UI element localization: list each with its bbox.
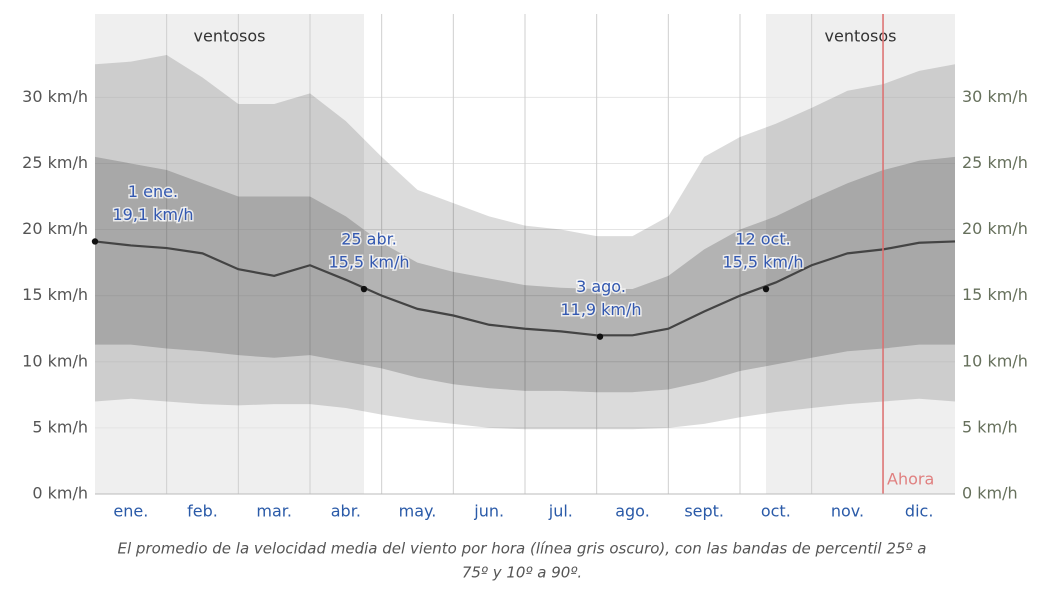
x-tick-label: ene. — [113, 502, 148, 521]
percentile-band — [95, 55, 955, 430]
windy-region — [766, 14, 955, 494]
caption: 75º y 10º a 90º. — [462, 564, 582, 582]
annotation-point — [596, 333, 604, 340]
annotation-value: 19,1 km/h — [112, 205, 193, 224]
annotation-date: 1 ene. — [128, 182, 178, 201]
windy-label: ventosos — [825, 27, 897, 46]
y-tick-label: 20 km/h — [22, 219, 88, 238]
x-tick-label: oct. — [761, 502, 791, 521]
y2-tick-label: 25 km/h — [962, 153, 1028, 172]
annotation-date: 25 abr. — [341, 230, 397, 249]
annotation-point — [91, 238, 99, 245]
y2-tick-label: 0 km/h — [962, 484, 1018, 503]
x-tick-label: dic. — [905, 502, 933, 521]
annotation-value: 11,9 km/h — [560, 300, 641, 319]
now-label: Ahora — [887, 470, 934, 489]
percentile-band — [95, 156, 955, 393]
annotation-date: 3 ago. — [576, 277, 626, 296]
annotation-date: 12 oct. — [735, 230, 790, 249]
y2-tick-label: 30 km/h — [962, 87, 1028, 106]
annotation-point — [360, 285, 368, 293]
y-tick-label: 5 km/h — [32, 417, 88, 436]
y2-tick-label: 5 km/h — [962, 417, 1018, 436]
y-tick-label: 0 km/h — [32, 484, 88, 503]
x-tick-label: jun. — [473, 502, 504, 521]
x-tick-label: sept. — [684, 502, 724, 521]
x-tick-label: ago. — [615, 502, 650, 521]
y-tick-label: 10 km/h — [22, 351, 88, 370]
y2-tick-label: 10 km/h — [962, 351, 1028, 370]
x-tick-label: jul. — [548, 502, 573, 521]
x-tick-label: mar. — [256, 502, 292, 521]
y2-tick-label: 15 km/h — [962, 285, 1028, 304]
windy-label: ventosos — [194, 27, 266, 46]
x-tick-label: feb. — [187, 502, 218, 521]
y-tick-label: 25 km/h — [22, 153, 88, 172]
y2-tick-label: 20 km/h — [962, 219, 1028, 238]
x-tick-label: may. — [399, 502, 437, 521]
y-tick-label: 15 km/h — [22, 285, 88, 304]
x-tick-label: nov. — [831, 502, 864, 521]
annotation-value: 15,5 km/h — [722, 253, 803, 272]
mean-line — [94, 240, 956, 337]
annotation-point — [762, 285, 770, 293]
annotation-value: 15,5 km/h — [328, 253, 409, 272]
caption: El promedio de la velocidad media del vi… — [118, 540, 927, 558]
y-tick-label: 30 km/h — [22, 87, 88, 106]
windy-region — [95, 14, 364, 494]
x-tick-label: abr. — [331, 502, 361, 521]
